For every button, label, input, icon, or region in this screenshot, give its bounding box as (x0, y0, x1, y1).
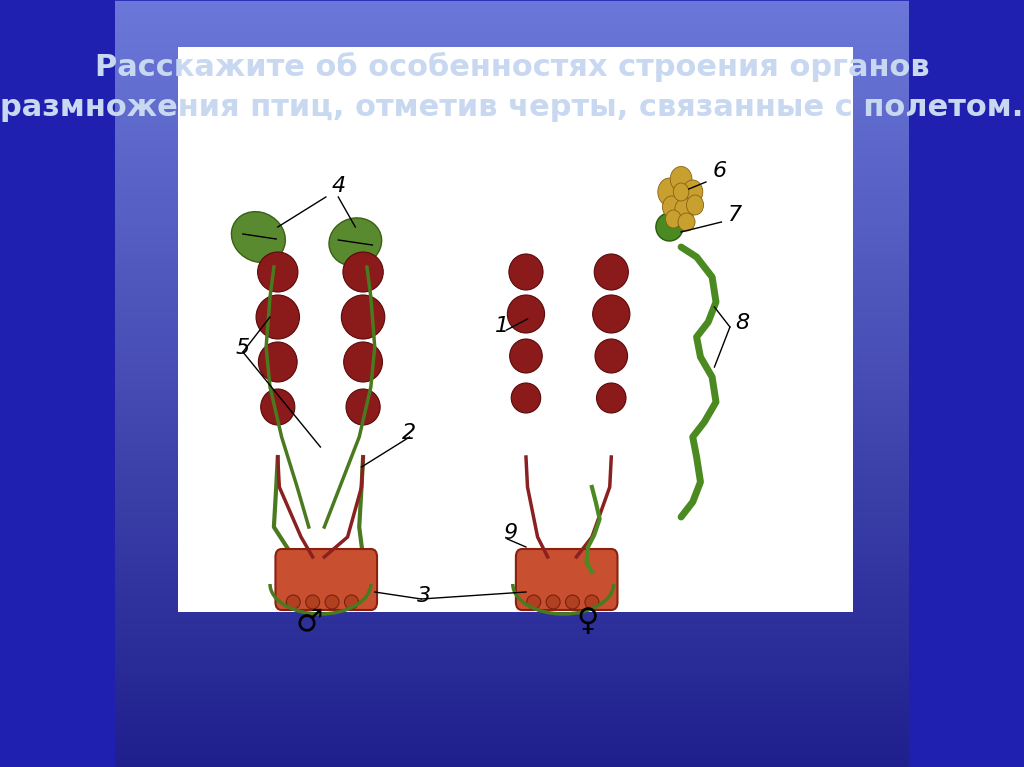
Text: размножения птиц, отметив черты, связанные с полетом.: размножения птиц, отметив черты, связанн… (0, 93, 1024, 121)
Text: 1: 1 (495, 316, 509, 336)
FancyBboxPatch shape (516, 549, 617, 610)
Ellipse shape (511, 383, 541, 413)
Ellipse shape (343, 252, 383, 292)
Text: 5: 5 (236, 338, 249, 358)
Text: 8: 8 (735, 313, 750, 333)
Ellipse shape (674, 183, 689, 201)
Ellipse shape (686, 195, 703, 215)
Text: 3: 3 (418, 586, 431, 606)
Ellipse shape (258, 252, 298, 292)
Ellipse shape (663, 196, 681, 218)
Ellipse shape (344, 342, 383, 382)
Ellipse shape (595, 339, 628, 373)
FancyBboxPatch shape (178, 47, 853, 612)
Text: 9: 9 (503, 523, 517, 543)
Ellipse shape (261, 389, 295, 425)
Text: Расскажите об особенностях строения органов: Расскажите об особенностях строения орга… (94, 52, 930, 82)
Ellipse shape (346, 389, 380, 425)
Ellipse shape (344, 595, 358, 609)
Ellipse shape (287, 595, 300, 609)
Ellipse shape (656, 213, 683, 241)
Ellipse shape (546, 595, 560, 609)
Ellipse shape (585, 595, 599, 609)
Ellipse shape (593, 295, 630, 333)
Ellipse shape (325, 595, 339, 609)
Text: 2: 2 (401, 423, 416, 443)
Text: 7: 7 (728, 205, 741, 225)
FancyBboxPatch shape (275, 549, 377, 610)
Ellipse shape (306, 595, 319, 609)
Text: ♂: ♂ (295, 607, 323, 637)
Ellipse shape (657, 178, 681, 206)
Ellipse shape (258, 342, 297, 382)
Ellipse shape (666, 210, 681, 228)
Ellipse shape (231, 212, 286, 262)
Text: 6: 6 (712, 161, 726, 181)
Ellipse shape (509, 254, 543, 290)
Ellipse shape (675, 198, 695, 220)
Ellipse shape (329, 218, 382, 266)
Ellipse shape (671, 166, 692, 192)
Ellipse shape (678, 213, 695, 231)
Ellipse shape (526, 595, 541, 609)
Ellipse shape (565, 595, 580, 609)
Ellipse shape (507, 295, 545, 333)
Text: ♀: ♀ (577, 607, 599, 637)
Ellipse shape (510, 339, 543, 373)
Ellipse shape (597, 383, 626, 413)
Text: 4: 4 (332, 176, 346, 196)
Ellipse shape (594, 254, 629, 290)
Ellipse shape (256, 295, 299, 339)
Ellipse shape (683, 180, 702, 204)
Ellipse shape (341, 295, 385, 339)
